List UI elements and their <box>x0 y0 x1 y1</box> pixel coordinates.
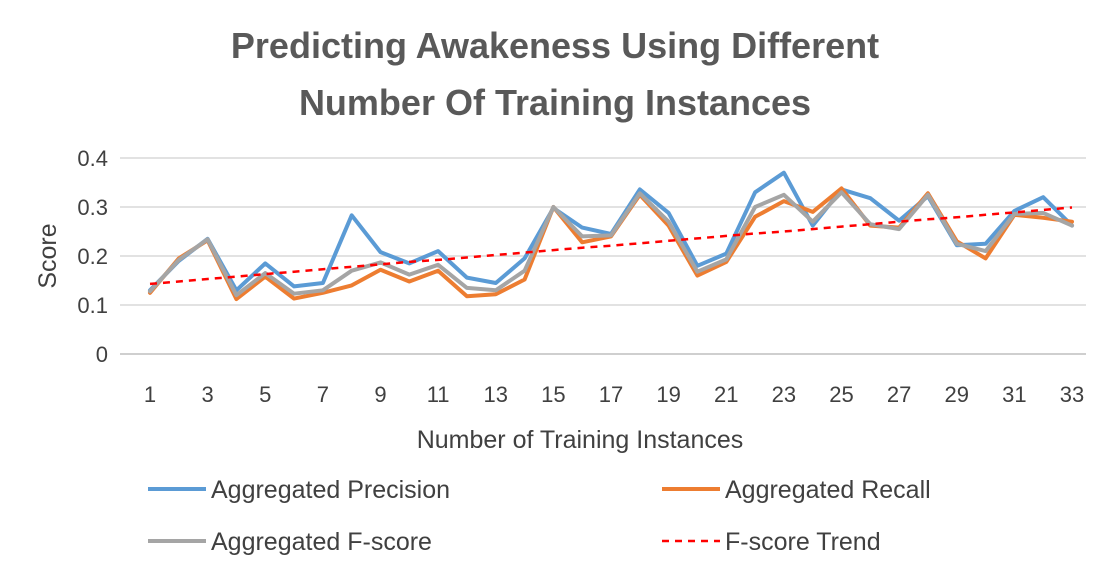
gridlines <box>120 157 1086 355</box>
y-tick-label: 0.3 <box>77 195 108 220</box>
x-tick-label: 33 <box>1060 382 1084 407</box>
chart-title-line-2: Number Of Training Instances <box>299 82 811 123</box>
y-tick-label: 0.1 <box>77 293 108 318</box>
y-tick-label: 0.2 <box>77 244 108 269</box>
y-axis-ticks: 0 0.1 0.2 0.3 0.4 <box>77 146 108 367</box>
x-tick-label: 13 <box>484 382 508 407</box>
x-tick-label: 25 <box>829 382 853 407</box>
y-axis-label: Score <box>34 223 62 288</box>
legend-label: Aggregated Precision <box>211 476 450 504</box>
x-tick-label: 27 <box>887 382 911 407</box>
x-tick-label: 19 <box>656 382 680 407</box>
legend: Aggregated Precision Aggregated Recall Agg… <box>148 476 931 556</box>
legend-label: Aggregated Recall <box>725 476 931 504</box>
x-tick-label: 11 <box>427 382 450 407</box>
series-line-3 <box>149 206 1073 286</box>
y-tick-label: 0 <box>96 342 108 367</box>
x-tick-label: 1 <box>144 382 156 407</box>
x-tick-label: 31 <box>1002 382 1026 407</box>
y-tick-label: 0.4 <box>77 146 108 171</box>
x-tick-label: 15 <box>541 382 565 407</box>
x-tick-label: 7 <box>317 382 329 407</box>
x-tick-label: 29 <box>945 382 969 407</box>
legend-label: F-score Trend <box>725 528 881 556</box>
series-line-2 <box>148 190 1074 298</box>
x-tick-label: 3 <box>202 382 214 407</box>
x-tick-label: 21 <box>714 382 738 407</box>
series-lines <box>148 170 1074 302</box>
x-tick-label: 5 <box>259 382 271 407</box>
x-axis-label: Number of Training Instances <box>417 426 744 454</box>
x-tick-label: 23 <box>772 382 796 407</box>
legend-label: Aggregated F-score <box>211 528 432 556</box>
chart-title-line-1: Predicting Awakeness Using Different <box>231 25 879 66</box>
x-axis-ticks: 1 3 5 7 9 11 13 15 17 19 21 23 25 27 29 31 33 <box>144 382 1084 407</box>
x-tick-label: 17 <box>599 382 623 407</box>
series-line-0 <box>148 170 1074 293</box>
x-tick-label: 9 <box>374 382 386 407</box>
